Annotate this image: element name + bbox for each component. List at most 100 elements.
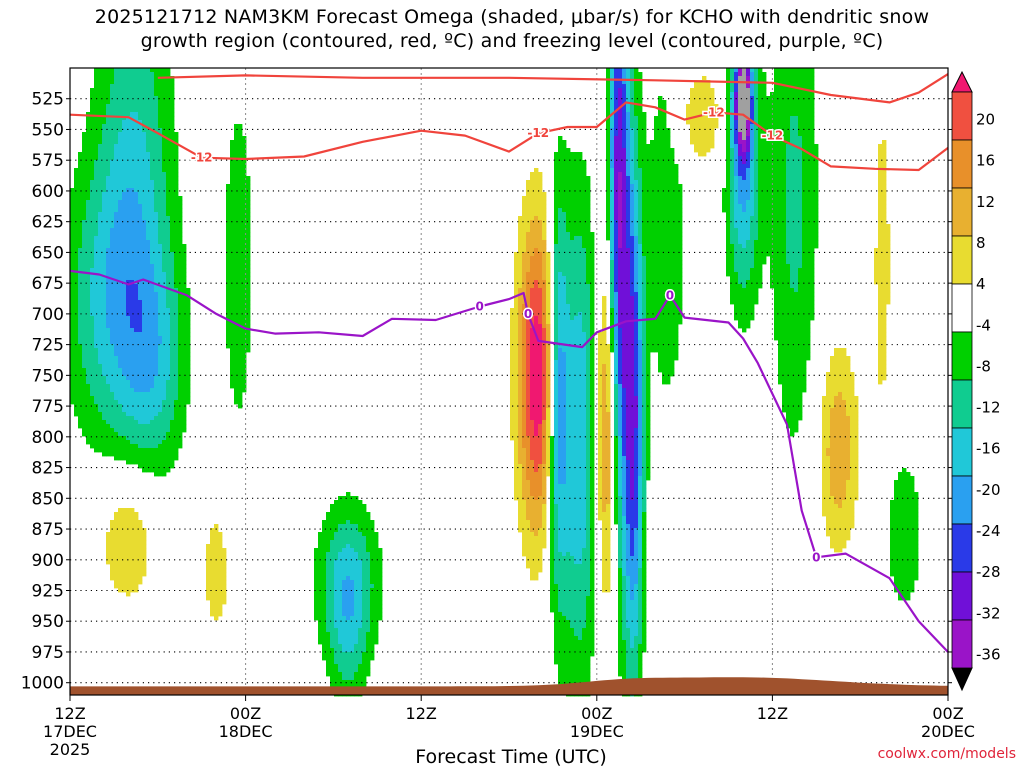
omega-cell [578,216,583,221]
omega-cell [126,168,131,173]
omega-cell [98,172,103,177]
omega-cell [782,276,787,281]
omega-cell [226,216,231,221]
omega-cell [754,260,759,265]
omega-cell [234,236,239,241]
omega-cell [130,164,135,169]
omega-cell [798,144,803,149]
omega-cell [130,276,135,281]
omega-cell [774,252,779,257]
omega-cell [122,192,127,197]
omega-cell [142,300,147,305]
omega-cell [578,276,583,281]
omega-cell [142,312,147,317]
omega-cell [170,304,175,309]
omega-cell [762,108,767,113]
omega-cell [526,196,531,201]
omega-cell [806,256,811,261]
omega-cell [738,68,743,73]
omega-cell [150,204,155,209]
omega-cell [234,124,239,129]
omega-cell [758,240,763,245]
omega-cell [82,208,87,213]
omega-cell [86,216,91,221]
omega-cell [590,276,595,281]
omega-cell [758,252,763,257]
omega-cell [790,308,795,313]
omega-cell [614,168,619,173]
omega-cell [802,84,807,89]
omega-cell [234,256,239,261]
omega-cell [614,228,619,233]
omega-cell [238,232,243,237]
omega-cell [142,232,147,237]
omega-cell [646,252,651,257]
omega-cell [542,256,547,261]
omega-cell [578,192,583,197]
omega-cell [74,268,79,273]
omega-cell [798,184,803,189]
omega-cell [746,304,751,309]
omega-cell [622,232,627,237]
omega-cell [686,120,691,125]
omega-cell [166,184,171,189]
omega-cell [514,272,519,277]
omega-cell [630,300,635,305]
omega-cell [634,200,639,205]
omega-cell [614,244,619,249]
omega-cell [742,72,747,77]
omega-cell [610,72,615,77]
omega-cell [70,224,75,229]
omega-cell [666,240,671,245]
omega-cell [886,228,891,233]
omega-cell [610,120,615,125]
omega-cell [158,112,163,117]
omega-cell [790,260,795,265]
omega-cell [726,124,731,129]
omega-cell [162,68,167,73]
omega-cell [562,280,567,285]
omega-cell [130,68,135,73]
omega-cell [762,208,767,213]
omega-cell [86,308,91,313]
omega-cell [134,148,139,153]
omega-cell [234,272,239,277]
omega-cell [610,224,615,229]
omega-cell [666,288,671,293]
omega-cell [814,188,819,193]
omega-cell [546,252,551,257]
omega-cell [586,192,591,197]
omega-cell [566,288,571,293]
omega-cell [726,240,731,245]
omega-cell [154,72,159,77]
omega-cell [742,240,747,245]
omega-cell [774,96,779,101]
omega-cell [782,224,787,229]
omega-cell [810,84,815,89]
omega-cell [230,300,235,305]
omega-cell [630,76,635,81]
omega-cell [226,220,231,225]
omega-cell [94,276,99,281]
omega-cell [242,252,247,257]
omega-cell [162,148,167,153]
omega-cell [578,284,583,289]
omega-cell [178,228,183,233]
omega-cell [174,216,179,221]
omega-cell [126,72,131,77]
omega-cell [658,292,663,297]
omega-cell [694,84,699,89]
omega-cell [658,188,663,193]
omega-cell [610,84,615,89]
omega-cell [102,116,107,121]
omega-cell [130,168,135,173]
omega-cell [246,240,251,245]
omega-cell [158,204,163,209]
omega-cell [734,276,739,281]
omega-cell [654,180,659,185]
omega-cell [170,112,175,117]
omega-cell [786,256,791,261]
omega-cell [130,160,135,165]
omega-cell [554,296,559,301]
omega-cell [94,132,99,137]
